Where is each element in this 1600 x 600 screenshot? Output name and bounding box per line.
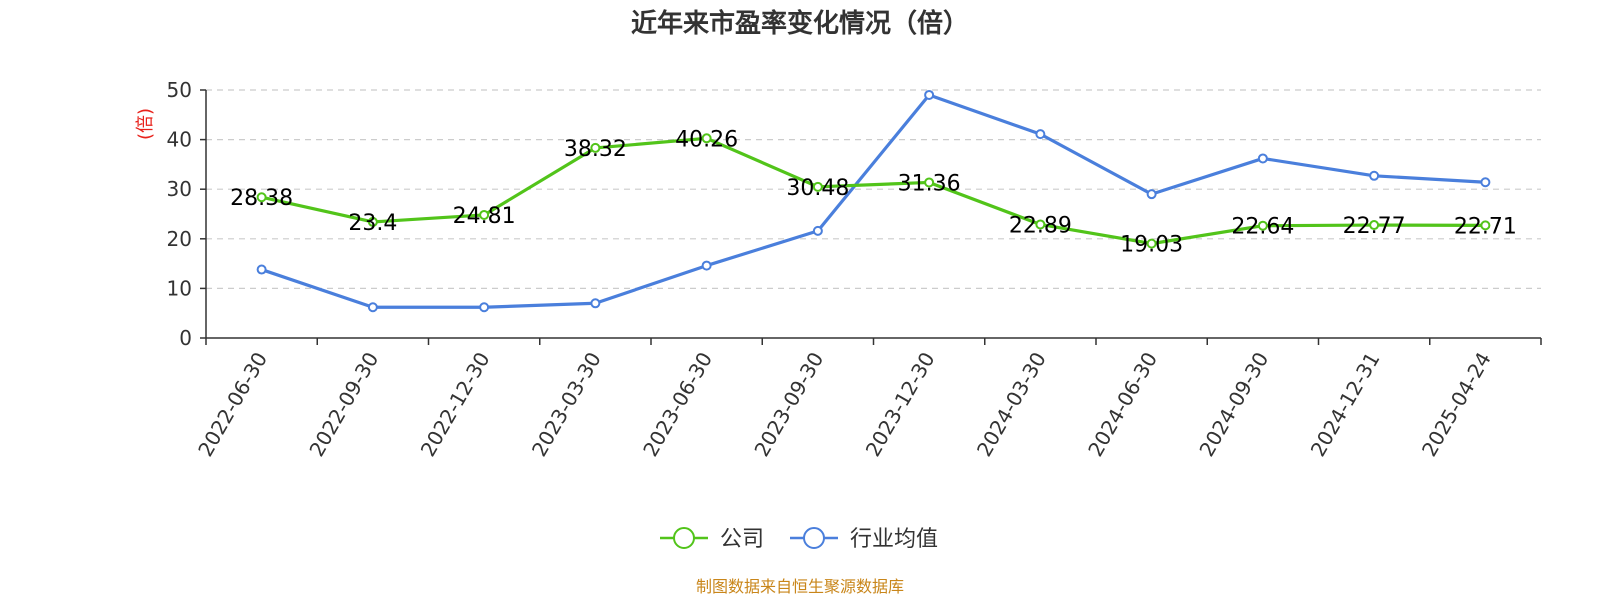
source-note: 制图数据来自恒生聚源数据库 <box>696 577 904 596</box>
axes: 0 10 20 30 40 50 2022-06-30 2022-09-30 2022-12-3… <box>167 78 1542 461</box>
data-point <box>812 181 823 192</box>
data-point <box>701 260 712 271</box>
x-tick-label: 2024-09-30 <box>1194 348 1273 461</box>
legend: 公司 行业均值 <box>660 527 938 552</box>
data-label: 24.81 <box>453 204 516 229</box>
data-point <box>479 302 490 313</box>
y-tick-label: 40 <box>167 128 192 152</box>
data-label: 22.77 <box>1343 214 1406 239</box>
data-point <box>1035 129 1046 140</box>
grid-lines <box>206 89 1541 289</box>
data-label: 23.4 <box>348 211 397 236</box>
data-point <box>256 192 267 203</box>
data-label: 22.71 <box>1454 214 1517 239</box>
data-label: 38.32 <box>564 137 627 162</box>
data-point <box>1369 220 1380 231</box>
data-point <box>1369 170 1380 181</box>
legend-marker <box>673 527 695 549</box>
data-point <box>924 177 935 188</box>
legend-marker <box>803 527 825 549</box>
x-tick-label: 2023-03-30 <box>527 348 606 461</box>
x-tick-label: 2022-06-30 <box>193 348 272 461</box>
data-point <box>1035 219 1046 230</box>
data-label: 30.48 <box>786 176 849 201</box>
series-lines <box>256 89 1491 313</box>
data-point <box>924 89 935 100</box>
x-tick-label: 2024-12-31 <box>1306 348 1385 461</box>
chart-title: 近年来市盈率变化情况（倍） <box>631 8 969 39</box>
data-label: 28.38 <box>230 186 293 211</box>
data-point <box>701 133 712 144</box>
data-point <box>1480 177 1491 188</box>
data-point <box>1257 220 1268 231</box>
data-point <box>367 302 378 313</box>
legend-item-0: 公司 <box>660 527 764 552</box>
data-point <box>256 264 267 275</box>
y-tick-label: 50 <box>167 78 192 102</box>
series-0 <box>256 133 1491 249</box>
data-point <box>812 225 823 236</box>
data-label: 22.64 <box>1231 215 1294 240</box>
series-1 <box>256 89 1491 313</box>
data-point <box>1257 153 1268 164</box>
data-label: 22.89 <box>1009 213 1072 238</box>
data-point <box>590 142 601 153</box>
x-tick-label: 2023-09-30 <box>749 348 828 461</box>
data-point <box>367 216 378 227</box>
data-point <box>1480 220 1491 231</box>
y-tick-label: 30 <box>167 177 192 201</box>
data-labels: 28.38 23.4 24.81 38.32 40.26 30.48 31.36 22.89 1… <box>230 127 1517 257</box>
x-tick-label: 2022-12-30 <box>416 348 495 461</box>
legend-label: 行业均值 <box>850 527 938 552</box>
legend-item-1: 行业均值 <box>790 527 938 552</box>
series-line <box>261 136 1486 246</box>
data-label: 19.03 <box>1120 233 1183 258</box>
series-line <box>261 93 1486 309</box>
x-tick-label: 2023-12-30 <box>861 348 940 461</box>
x-tick-label: 2024-03-30 <box>972 348 1051 461</box>
x-tick-label: 2025-04-24 <box>1417 348 1496 461</box>
y-tick-label: 10 <box>167 276 192 300</box>
x-tick-label: 2024-06-30 <box>1083 348 1162 461</box>
x-tick-label: 2023-06-30 <box>638 348 717 461</box>
data-label: 40.26 <box>675 127 738 152</box>
data-point <box>479 209 490 220</box>
data-point <box>1146 189 1157 200</box>
data-label: 31.36 <box>898 171 961 196</box>
y-axis-label: (倍) <box>135 108 156 140</box>
legend-label: 公司 <box>720 527 764 552</box>
data-point <box>590 298 601 309</box>
data-point <box>1146 238 1157 249</box>
y-tick-label: 20 <box>167 227 192 251</box>
x-tick-label: 2022-09-30 <box>304 348 383 461</box>
y-tick-label: 0 <box>179 326 192 350</box>
